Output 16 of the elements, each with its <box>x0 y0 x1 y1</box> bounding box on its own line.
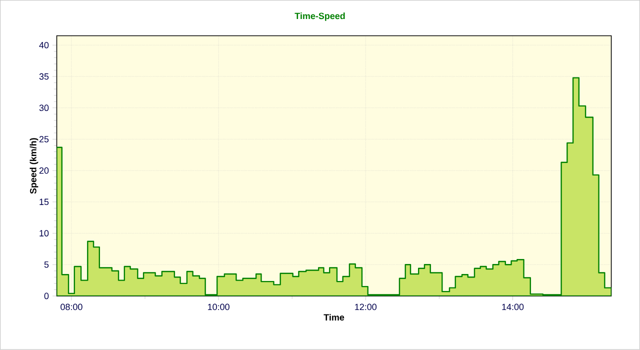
y-tick-label: 40 <box>39 42 49 48</box>
y-tick-label: 20 <box>39 168 49 174</box>
chart-title: Time-Speed <box>294 12 345 22</box>
y-tick-label: 15 <box>40 198 49 206</box>
x-tick-label: 14:00 <box>502 304 524 310</box>
y-tick-label: 0 <box>44 292 49 300</box>
y-axis-title: Speed (km/h) <box>30 138 38 194</box>
y-tick-label: 5 <box>44 262 49 268</box>
x-tick-label: 12:00 <box>355 304 377 310</box>
x-tick-label: 08:00 <box>60 304 82 310</box>
y-tick-label: 25 <box>39 136 49 143</box>
y-tick-label: 30 <box>39 104 49 112</box>
y-tick-label: 10 <box>40 230 49 237</box>
x-tick-label: 10:00 <box>208 304 230 310</box>
x-axis-title: Time <box>324 314 344 321</box>
y-tick-label: 35 <box>39 73 49 80</box>
